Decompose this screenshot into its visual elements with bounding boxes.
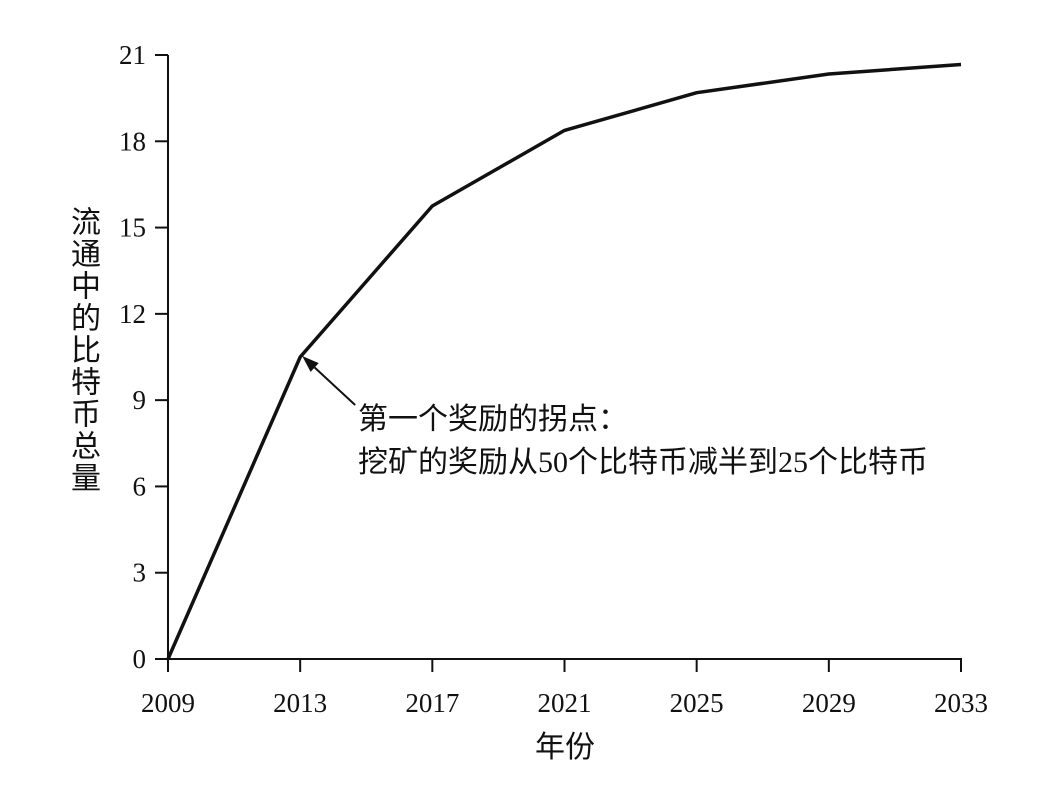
x-tick-label: 2021 <box>538 688 592 718</box>
x-tick-label: 2025 <box>670 688 724 718</box>
x-axis-title: 年份 <box>535 731 595 764</box>
y-tick-label: 15 <box>119 213 146 243</box>
y-tick-label: 0 <box>133 644 147 674</box>
y-tick-label: 6 <box>133 471 147 501</box>
x-tick-label: 2033 <box>934 688 988 718</box>
y-tick-label: 12 <box>119 299 146 329</box>
axes <box>167 55 962 660</box>
y-tick-label: 9 <box>133 385 147 415</box>
ticks: 0 3 6 9 12 15 18 21 2009 2013 2017 2021 2025 2029 2033 <box>119 40 988 718</box>
series-group <box>166 62 962 660</box>
annotation: 第一个奖励的拐点： 挖矿的奖励从50个比特币减半到25个比特币 <box>302 356 928 479</box>
x-tick-label: 2017 <box>405 688 459 718</box>
x-tick-label: 2029 <box>802 688 856 718</box>
x-tick-label: 2013 <box>273 688 327 718</box>
annotation-line-2: 挖矿的奖励从50个比特币减半到25个比特币 <box>358 446 928 479</box>
annotation-line-1: 第一个奖励的拐点： <box>358 403 628 436</box>
annotation-arrow-head <box>302 356 319 372</box>
y-axis-title: 流通中的比特币总量 <box>66 206 99 494</box>
annotation-arrow-shaft <box>313 366 356 406</box>
x-tick-label: 2009 <box>141 688 195 718</box>
y-tick-label: 21 <box>119 40 146 70</box>
y-tick-label: 3 <box>133 558 147 588</box>
y-tick-label: 18 <box>119 126 146 156</box>
series-line <box>166 62 962 660</box>
